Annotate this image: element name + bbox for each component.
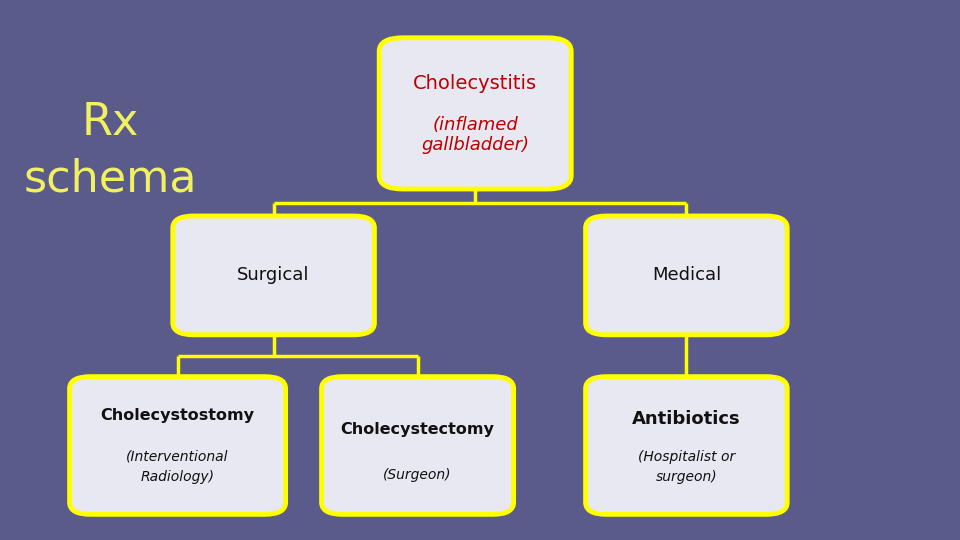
- Text: surgeon): surgeon): [656, 470, 717, 484]
- Text: Radiology): Radiology): [140, 470, 215, 484]
- Text: gallbladder): gallbladder): [421, 136, 529, 154]
- FancyBboxPatch shape: [69, 377, 286, 514]
- Text: Surgical: Surgical: [237, 266, 310, 285]
- Text: (Hospitalist or: (Hospitalist or: [637, 450, 735, 464]
- Text: Antibiotics: Antibiotics: [632, 409, 741, 428]
- Text: Cholecystectomy: Cholecystectomy: [341, 422, 494, 437]
- FancyBboxPatch shape: [586, 377, 787, 514]
- FancyBboxPatch shape: [173, 216, 374, 335]
- FancyBboxPatch shape: [586, 216, 787, 335]
- Text: Cholecystostomy: Cholecystostomy: [101, 408, 254, 423]
- FancyBboxPatch shape: [379, 38, 571, 189]
- Text: (Interventional: (Interventional: [127, 450, 228, 464]
- Text: Medical: Medical: [652, 266, 721, 285]
- Text: Cholecystitis: Cholecystitis: [413, 74, 538, 93]
- Text: (Surgeon): (Surgeon): [383, 468, 452, 482]
- Text: (inflamed: (inflamed: [432, 116, 518, 134]
- FancyBboxPatch shape: [322, 377, 514, 514]
- Text: Rx
schema: Rx schema: [24, 102, 197, 201]
